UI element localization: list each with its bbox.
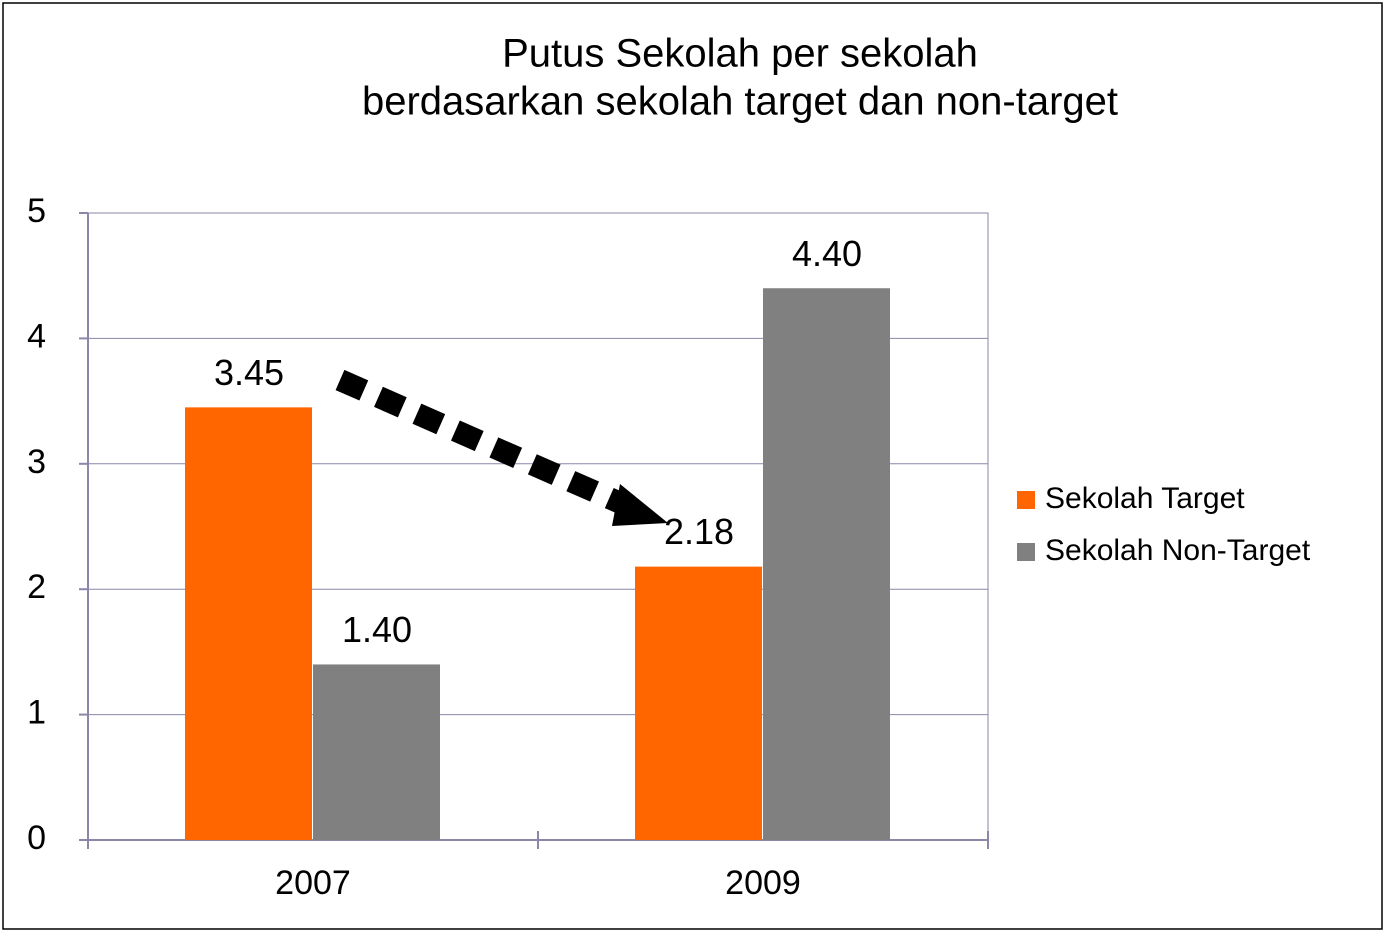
y-tick-label: 4 xyxy=(27,317,46,355)
y-tick-label: 5 xyxy=(27,192,46,230)
legend-swatch xyxy=(1017,543,1035,561)
legend-label: Sekolah Target xyxy=(1045,482,1245,515)
data-label: 1.40 xyxy=(342,609,412,650)
y-tick-label: 3 xyxy=(27,443,46,481)
legend-label: Sekolah Non-Target xyxy=(1045,534,1311,567)
bar xyxy=(635,566,762,840)
trend-arrow xyxy=(335,369,668,526)
data-label: 3.45 xyxy=(214,352,284,393)
x-tick-label: 2009 xyxy=(725,864,801,902)
bar xyxy=(313,664,440,840)
legend-swatch xyxy=(1017,491,1035,509)
y-tick-label: 0 xyxy=(27,819,46,857)
x-tick-label: 2007 xyxy=(275,864,351,902)
data-label: 2.18 xyxy=(664,511,734,552)
bar xyxy=(763,288,890,840)
y-tick-label: 2 xyxy=(27,568,46,606)
data-label: 4.40 xyxy=(792,233,862,274)
chart-title: berdasarkan sekolah target dan non-targe… xyxy=(362,80,1118,124)
chart-title: Putus Sekolah per sekolah xyxy=(502,32,978,76)
bar xyxy=(185,407,312,840)
y-tick-label: 1 xyxy=(27,694,46,732)
